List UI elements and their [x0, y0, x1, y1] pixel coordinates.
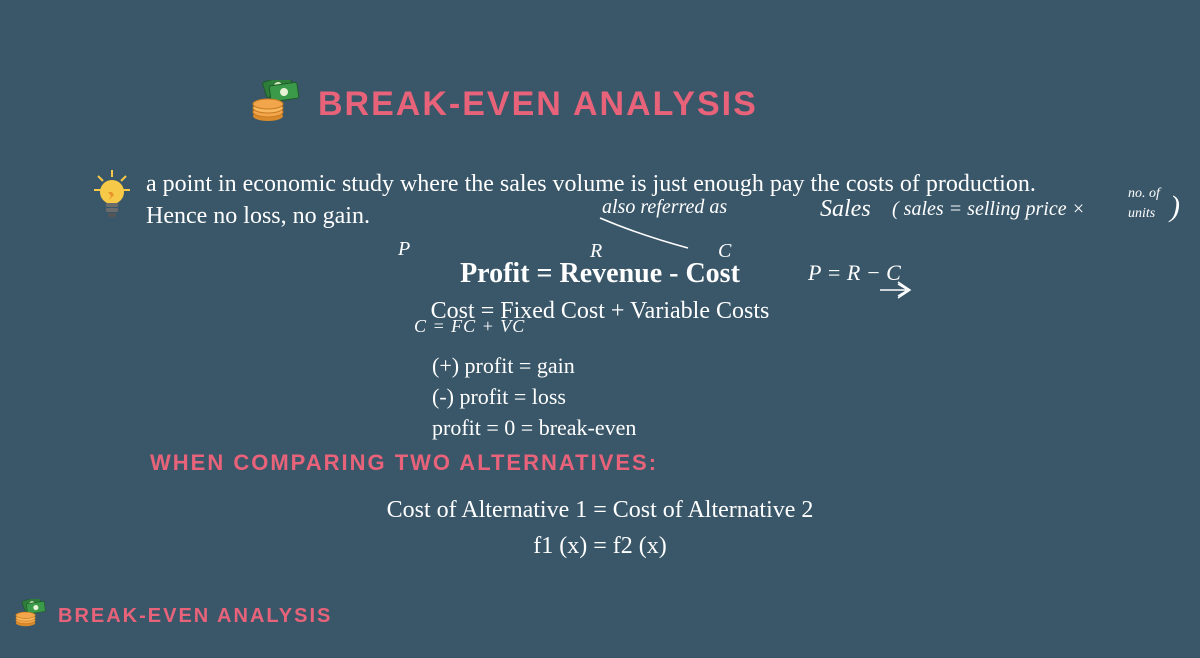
hand-c-eq: C = FC + VC — [414, 316, 525, 337]
title-row: BREAK-EVEN ANALYSIS — [250, 80, 758, 129]
hand-also-referred: also referred as — [602, 196, 727, 219]
lightbulb-icon — [92, 168, 132, 225]
profit-notes: (+) profit = gain (-) profit = loss prof… — [432, 351, 1200, 443]
alt-line-2: f1 (x) = f2 (x) — [0, 528, 1200, 564]
formula-block: Profit = Revenue - Cost Cost = Fixed Cos… — [0, 258, 1200, 443]
footer-row: BREAK-EVEN ANALYSIS — [14, 599, 332, 634]
note-positive: (+) profit = gain — [432, 351, 1200, 382]
hand-units-bot: units — [1128, 206, 1155, 222]
hand-sales: Sales — [820, 196, 871, 223]
page-title: BREAK-EVEN ANALYSIS — [318, 85, 758, 124]
note-zero: profit = 0 = break-even — [432, 413, 1200, 444]
hand-c-label: C — [718, 240, 731, 263]
alternatives-block: Cost of Alternative 1 = Cost of Alternat… — [0, 492, 1200, 564]
note-negative: (-) profit = loss — [432, 382, 1200, 413]
money-stack-icon — [14, 599, 50, 634]
footer-title: BREAK-EVEN ANALYSIS — [58, 605, 332, 628]
cost-formula: Cost = Fixed Cost + Variable Costs — [0, 298, 1200, 325]
hand-close-paren: ) — [1170, 190, 1180, 224]
hand-units-top: no. of — [1128, 186, 1160, 202]
money-stack-icon — [250, 80, 306, 129]
alt-line-1: Cost of Alternative 1 = Cost of Alternat… — [0, 492, 1200, 528]
hand-r-label: R — [590, 240, 602, 263]
hand-p-label: P — [398, 238, 410, 261]
hand-p-eq: P = R − C — [808, 260, 901, 286]
subheading: WHEN COMPARING TWO ALTERNATIVES: — [150, 450, 658, 476]
hand-sales-expand: ( sales = selling price × — [892, 198, 1085, 221]
